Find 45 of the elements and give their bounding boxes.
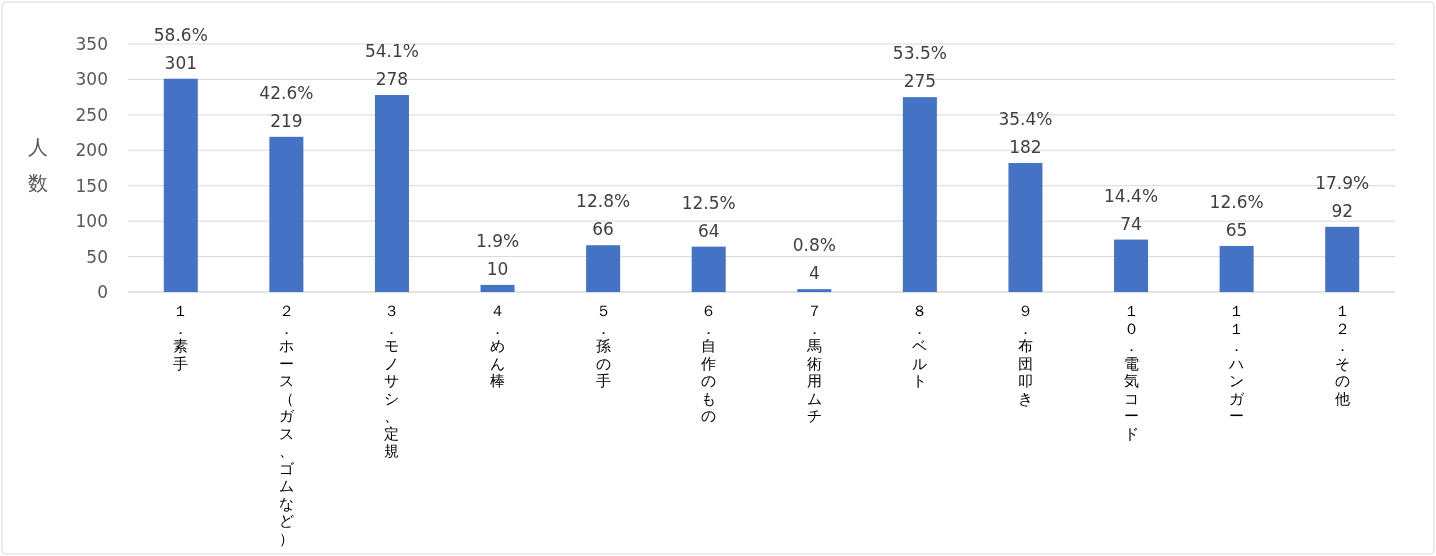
bar [691,246,726,292]
x-tick-label: ６．自作のもの [700,302,717,425]
bar [586,245,621,292]
bar [1219,245,1254,292]
x-tick-label: １０．電気コード [1123,302,1139,443]
x-tick-label: ５．孫の手 [595,302,611,390]
y-tick-label: 350 [75,34,108,54]
data-label: 12.5% 64 [681,192,736,241]
bar [374,95,409,292]
category-label: ２．ホース（ガス、ゴムなど） [278,302,294,548]
y-tick-label: 250 [75,104,108,125]
y-tick-label: 50 [86,246,108,267]
bar [1325,226,1360,292]
data-label: 54.1% 278 [364,41,419,90]
data-label: 17.9% 92 [1315,172,1370,221]
data-label: 0.8% 4 [792,235,836,284]
bar [902,97,937,292]
bar [1008,163,1043,292]
data-label: 53.5% 275 [892,43,947,92]
y-tick-label: 300 [75,69,108,90]
bar [797,289,832,292]
x-tick-label: ８．ベルト [912,302,928,390]
bar [163,78,198,292]
data-label: 1.9% 10 [475,230,520,279]
x-tick-label: １２．その他 [1334,302,1350,408]
x-tick-label: ４．めん棒 [490,302,506,390]
y-tick-label: 150 [75,175,108,196]
y-axis-title: 人数 [28,135,48,195]
data-label: 42.6% 219 [259,82,314,131]
data-label: 58.6% 301 [153,24,208,73]
y-tick-label: 0 [97,282,108,302]
x-tick-label: １１．ハンガー [1228,302,1246,425]
x-tick-label: ７．馬術用ムチ [805,302,822,425]
data-label: 35.4% 182 [998,109,1053,158]
category-label: ３．モノサシ、定規 [384,302,400,460]
x-tick-label: １．素手 [173,302,189,373]
bar [480,284,515,292]
bar [269,136,304,292]
data-label: 14.4% 74 [1104,185,1159,234]
y-tick-label: 100 [75,211,108,232]
y-tick-label: 200 [75,140,108,161]
bar [1114,239,1149,292]
data-label: 12.8% 66 [576,191,631,240]
data-label: 12.6% 65 [1209,191,1264,240]
x-tick-label: ９．布団叩き [1017,302,1033,408]
